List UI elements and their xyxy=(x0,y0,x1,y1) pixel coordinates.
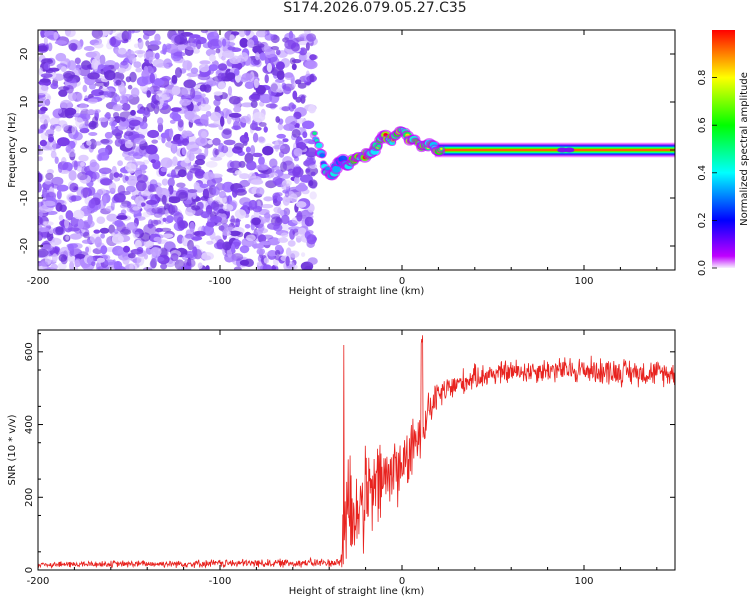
snr-frame xyxy=(37,329,676,571)
colorbar-tick-label: 0.2 xyxy=(697,212,708,228)
y-tick-label: 0 xyxy=(24,567,35,573)
colorbar-tick-label: 0.4 xyxy=(697,165,708,181)
x-tick-label: 0 xyxy=(399,576,405,587)
x-tick-label: -100 xyxy=(209,576,232,587)
x-tick-label: 100 xyxy=(574,576,593,587)
y-tick-label: 200 xyxy=(24,488,35,507)
y-axis-label: Frequency (Hz) xyxy=(7,112,18,188)
y-tick-label: 20 xyxy=(19,48,30,61)
x-axis-label: Height of straight line (km) xyxy=(289,286,425,297)
colorbar-tick-label: 0.6 xyxy=(697,117,708,133)
x-tick-label: 0 xyxy=(399,276,405,287)
signal-ridge xyxy=(311,126,675,181)
x-tick-label: -200 xyxy=(27,576,50,587)
y-tick-label: 400 xyxy=(24,415,35,434)
colorbar-gradient xyxy=(712,30,735,268)
colorbar-tick-label: 0.0 xyxy=(697,260,708,276)
colorbar-tick-label: 0.8 xyxy=(697,70,708,86)
x-tick-label: 100 xyxy=(574,276,593,287)
y-axis-label: SNR (10 * v/v) xyxy=(7,414,18,485)
snr-line xyxy=(38,335,675,569)
x-axis-label: Height of straight line (km) xyxy=(289,586,425,597)
colorbar: 0.0 0.2 0.4 0.6 0.8 Normalized spectral ampli… xyxy=(697,30,750,276)
y-tick-label: -10 xyxy=(19,190,30,206)
noise-blobs xyxy=(38,30,319,270)
x-tick-label: -200 xyxy=(27,276,50,287)
y-tick-label: -20 xyxy=(19,238,30,254)
x-tick-label: -100 xyxy=(209,276,232,287)
colorbar-label: Normalized spectral amplitude xyxy=(739,72,750,226)
snr-panel: -200 -100 0 100 0 200 400 600 Height of straight… xyxy=(7,329,676,597)
y-tick-label: 10 xyxy=(19,96,30,109)
figure-title: S174.2026.079.05.27.C35 xyxy=(283,0,467,16)
y-tick-label: 600 xyxy=(24,342,35,361)
y-tick-label: 0 xyxy=(19,147,30,153)
